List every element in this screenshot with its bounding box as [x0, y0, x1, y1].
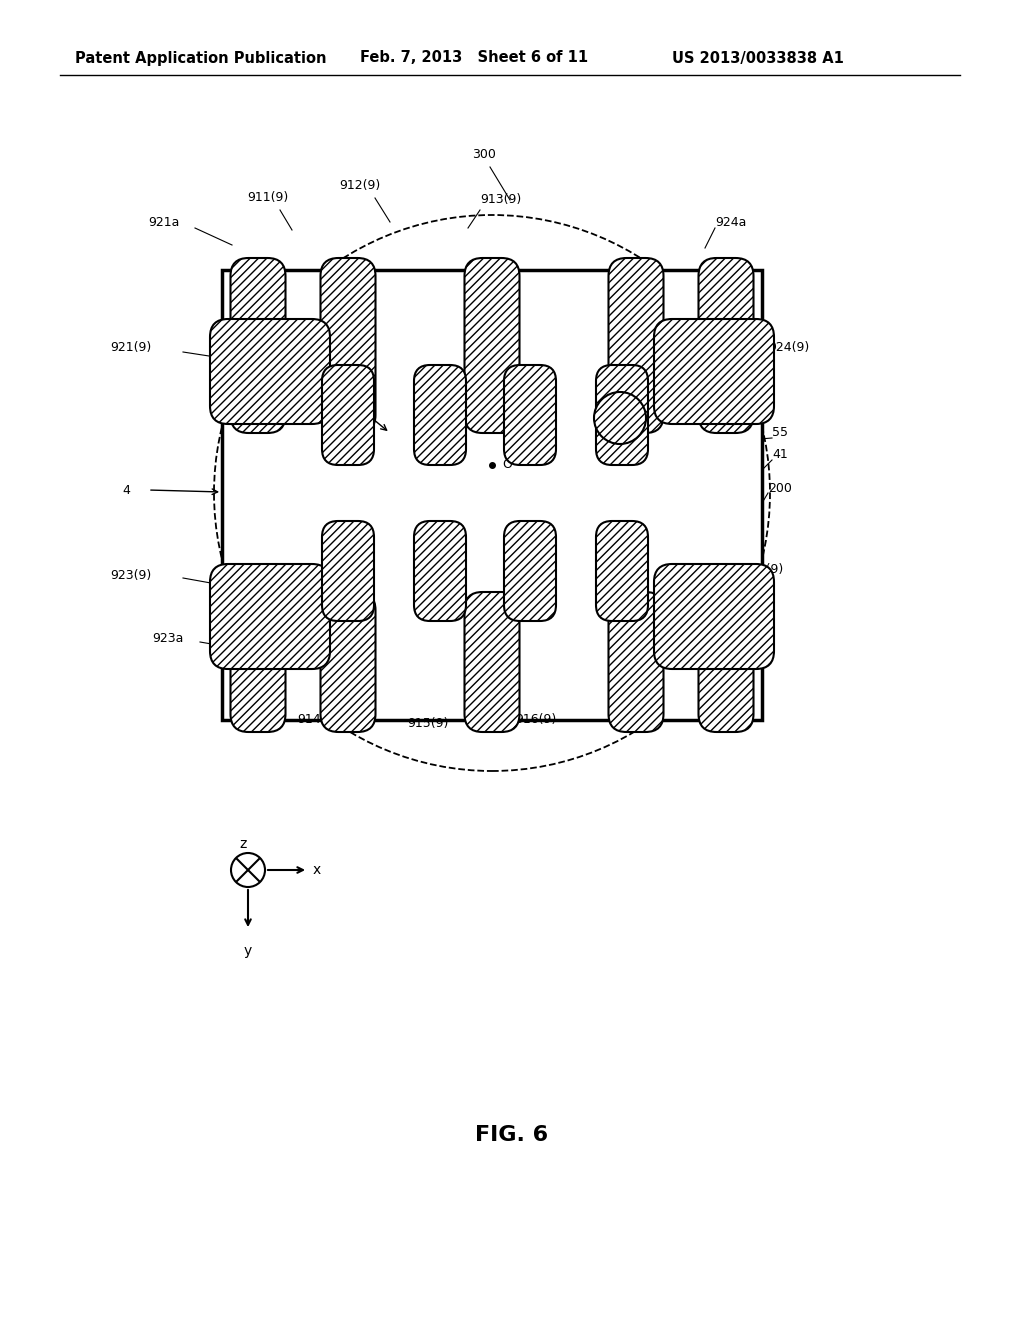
- FancyBboxPatch shape: [210, 564, 330, 669]
- FancyBboxPatch shape: [230, 257, 286, 433]
- Circle shape: [231, 853, 265, 887]
- FancyBboxPatch shape: [322, 366, 374, 465]
- Text: x: x: [313, 863, 322, 876]
- Text: O: O: [502, 458, 512, 471]
- Text: 4: 4: [122, 483, 130, 496]
- Text: 922(9): 922(9): [742, 564, 783, 577]
- Text: W: W: [290, 346, 304, 360]
- Text: Patent Application Publication: Patent Application Publication: [75, 50, 327, 66]
- FancyBboxPatch shape: [414, 366, 466, 465]
- Text: 924a: 924a: [715, 215, 746, 228]
- FancyBboxPatch shape: [321, 257, 376, 433]
- Bar: [222, 271, 762, 719]
- Text: 912(9): 912(9): [339, 178, 381, 191]
- FancyBboxPatch shape: [230, 591, 286, 733]
- Text: Feb. 7, 2013   Sheet 6 of 11: Feb. 7, 2013 Sheet 6 of 11: [360, 50, 588, 66]
- Text: 916(9): 916(9): [515, 714, 557, 726]
- Text: FIG. 6: FIG. 6: [475, 1125, 549, 1144]
- FancyBboxPatch shape: [596, 521, 648, 620]
- FancyBboxPatch shape: [504, 521, 556, 620]
- Text: US 2013/0033838 A1: US 2013/0033838 A1: [672, 50, 844, 66]
- Text: 914(9): 914(9): [297, 714, 339, 726]
- FancyBboxPatch shape: [698, 257, 754, 433]
- Text: z: z: [240, 837, 247, 851]
- Text: 921(9): 921(9): [110, 342, 152, 355]
- Text: 200: 200: [768, 482, 792, 495]
- Text: 300: 300: [472, 149, 496, 161]
- FancyBboxPatch shape: [654, 564, 774, 669]
- Text: 922a: 922a: [700, 628, 731, 642]
- Text: 41: 41: [772, 449, 787, 462]
- Text: y: y: [244, 944, 252, 958]
- FancyBboxPatch shape: [698, 591, 754, 733]
- FancyBboxPatch shape: [465, 257, 519, 433]
- FancyBboxPatch shape: [321, 591, 376, 733]
- FancyBboxPatch shape: [210, 319, 330, 424]
- FancyBboxPatch shape: [504, 366, 556, 465]
- FancyBboxPatch shape: [596, 366, 648, 465]
- FancyBboxPatch shape: [465, 591, 519, 733]
- Text: 913(9): 913(9): [480, 194, 521, 206]
- FancyBboxPatch shape: [322, 521, 374, 620]
- FancyBboxPatch shape: [654, 319, 774, 424]
- FancyBboxPatch shape: [414, 521, 466, 620]
- Text: 921a: 921a: [148, 215, 179, 228]
- FancyBboxPatch shape: [608, 591, 664, 733]
- Text: 924(9): 924(9): [768, 342, 809, 355]
- Text: 55: 55: [772, 425, 788, 438]
- Text: 923(9): 923(9): [110, 569, 152, 582]
- Text: 911(9): 911(9): [248, 191, 289, 205]
- Text: 915(9): 915(9): [408, 718, 449, 730]
- FancyBboxPatch shape: [608, 257, 664, 433]
- Text: 923a: 923a: [152, 631, 183, 644]
- Circle shape: [594, 392, 646, 444]
